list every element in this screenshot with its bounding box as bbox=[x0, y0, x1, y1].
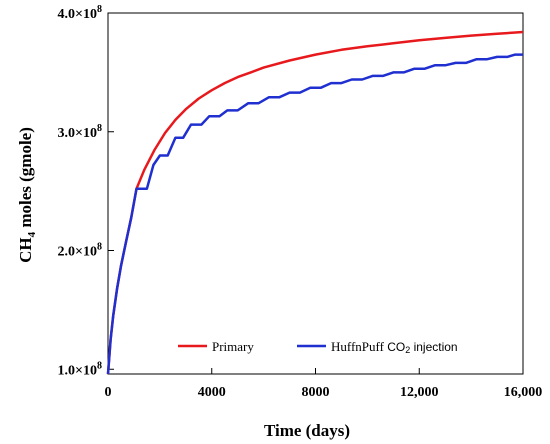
y-tick-label-base: 2.0×10 bbox=[58, 245, 97, 260]
y-tick-label-exponent: 8 bbox=[97, 4, 102, 15]
y-tick-label: 1.0×108 bbox=[58, 360, 102, 378]
legend-label-co2: CO bbox=[387, 340, 405, 354]
y-tick-label-exponent: 8 bbox=[97, 360, 102, 371]
y-tick-label-exponent: 8 bbox=[97, 123, 102, 134]
y-axis-title-main: CH bbox=[16, 237, 35, 263]
plot-frame bbox=[107, 12, 524, 375]
y-tick-label: 4.0×108 bbox=[58, 4, 102, 22]
y-tick-label-exponent: 8 bbox=[97, 242, 102, 253]
y-tick-label-base: 1.0×10 bbox=[58, 363, 97, 378]
legend-label-huffnpuff-main: HuffnPuff bbox=[331, 339, 387, 354]
y-tick-label: 2.0×108 bbox=[58, 242, 102, 260]
legend-label-injection: injection bbox=[410, 340, 457, 354]
series-line-huffnpuff bbox=[106, 53, 523, 375]
legend: Primary HuffnPuff CO2 injection bbox=[178, 339, 458, 355]
series-layer bbox=[106, 30, 524, 375]
y-axis-title: CH4 moles (gmole) bbox=[16, 127, 38, 263]
y-tick-label-base: 3.0×10 bbox=[58, 126, 97, 141]
series-line-primary bbox=[106, 30, 524, 375]
x-tick-label: 12,000 bbox=[400, 385, 439, 400]
legend-label-co2-subscript: 2 bbox=[405, 345, 410, 355]
legend-label-primary: Primary bbox=[212, 339, 254, 354]
x-tick-label: 8000 bbox=[302, 385, 330, 400]
x-tick-label: 0 bbox=[105, 385, 112, 400]
legend-label-huffnpuff: HuffnPuff CO2 injection bbox=[331, 339, 458, 355]
y-axis-title-rest: moles (gmole) bbox=[16, 127, 35, 232]
y-tick-label: 3.0×108 bbox=[58, 123, 102, 141]
y-tick-label-base: 4.0×10 bbox=[58, 7, 97, 22]
x-tick-label: 4000 bbox=[198, 385, 226, 400]
x-tick-label: 16,000 bbox=[504, 385, 543, 400]
y-axis-title-subscript: 4 bbox=[26, 231, 38, 237]
x-axis-title: Time (days) bbox=[264, 421, 350, 440]
x-axis-ticks: 0 4000 8000 12,000 16,000 bbox=[105, 368, 543, 400]
